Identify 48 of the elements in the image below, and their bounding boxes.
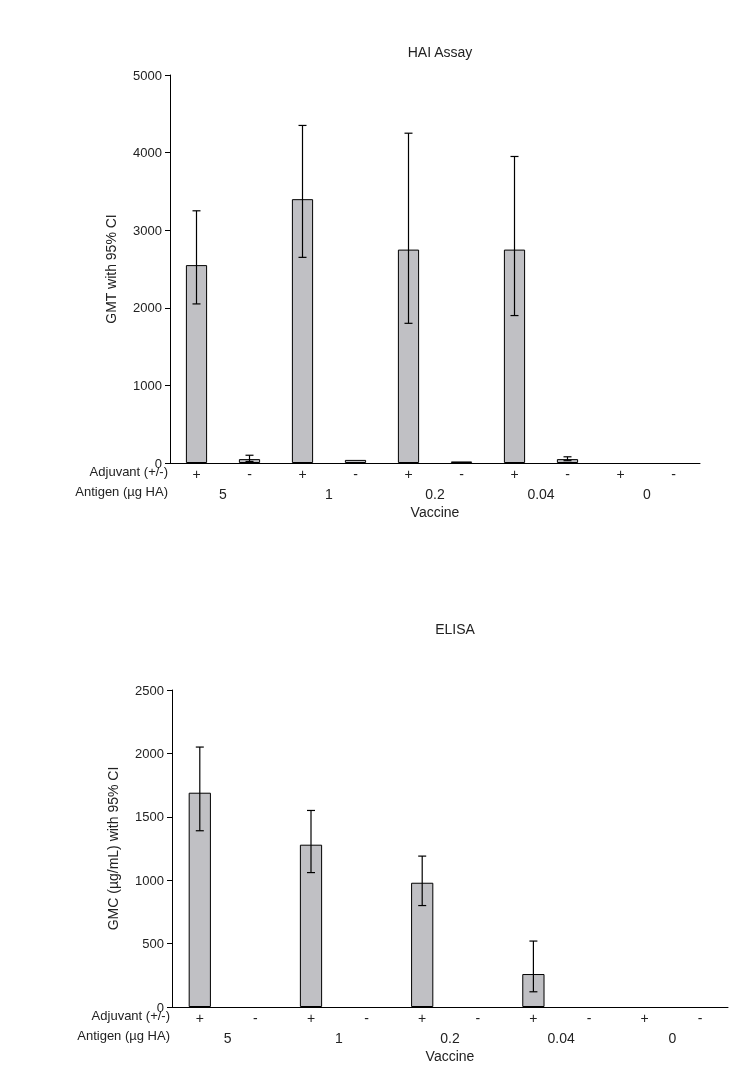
y-tick-label: 1000 xyxy=(135,872,164,888)
text: 1 xyxy=(325,486,334,502)
y-tick-label: 1500 xyxy=(135,809,164,825)
text: 0.2 xyxy=(440,1030,460,1046)
x-tick-label: - xyxy=(475,1010,481,1026)
x-tick-label: - xyxy=(565,466,571,482)
x-tick-label: + xyxy=(640,1010,649,1026)
y-tick-label: 5000 xyxy=(133,67,162,83)
text: 5 xyxy=(219,486,228,502)
text: 0 xyxy=(668,1030,677,1046)
text: 5 xyxy=(223,1030,232,1046)
y-axis-title: GMT with 95% CI xyxy=(103,214,119,324)
text: Antigen (µg HA) xyxy=(77,1028,171,1043)
x-axis-title: Vaccine xyxy=(410,504,460,520)
y-tick-label: 2000 xyxy=(135,745,164,761)
x-tick-label: + xyxy=(298,466,307,482)
y-axis-title: GMC (µg/mL) with 95% CI xyxy=(105,766,121,931)
y-tick-label: 4000 xyxy=(133,145,162,161)
text: Antigen (µg HA) xyxy=(75,484,169,499)
x-tick-label: + xyxy=(306,1010,316,1026)
y-tick-label: 1000 xyxy=(133,377,162,393)
x-tick-label: - xyxy=(247,466,253,482)
x-tick-label: - xyxy=(697,1010,703,1026)
text: 0.04 xyxy=(527,486,555,502)
y-tick-label: 2500 xyxy=(135,682,164,698)
x-tick-label: + xyxy=(418,1010,427,1026)
chart-title: HAI Assay xyxy=(407,44,473,60)
x-tick-label: + xyxy=(192,466,201,482)
text: 0.2 xyxy=(425,486,445,502)
text: 0 xyxy=(643,486,652,502)
y-tick-label: 500 xyxy=(142,936,164,952)
x-tick-label: + xyxy=(616,466,625,482)
text: 0.04 xyxy=(547,1030,576,1046)
y-tick-label: 3000 xyxy=(133,222,162,238)
x-tick-label: - xyxy=(364,1010,370,1026)
x-tick-label: + xyxy=(195,1010,204,1026)
x-tick-label: + xyxy=(404,466,413,482)
chart-title: ELISA xyxy=(435,621,476,637)
x-tick-label: - xyxy=(353,466,359,482)
x-tick-label: - xyxy=(459,466,465,482)
x-axis-title: Vaccine xyxy=(425,1048,475,1064)
x-tick-label: + xyxy=(510,466,519,482)
x-tick-label: - xyxy=(586,1010,592,1026)
x-tick-label: + xyxy=(529,1010,538,1026)
text: 1 xyxy=(334,1030,343,1046)
x-tick-label: - xyxy=(671,466,677,482)
y-tick-label: 2000 xyxy=(133,300,162,316)
x-tick-label: - xyxy=(253,1010,259,1026)
